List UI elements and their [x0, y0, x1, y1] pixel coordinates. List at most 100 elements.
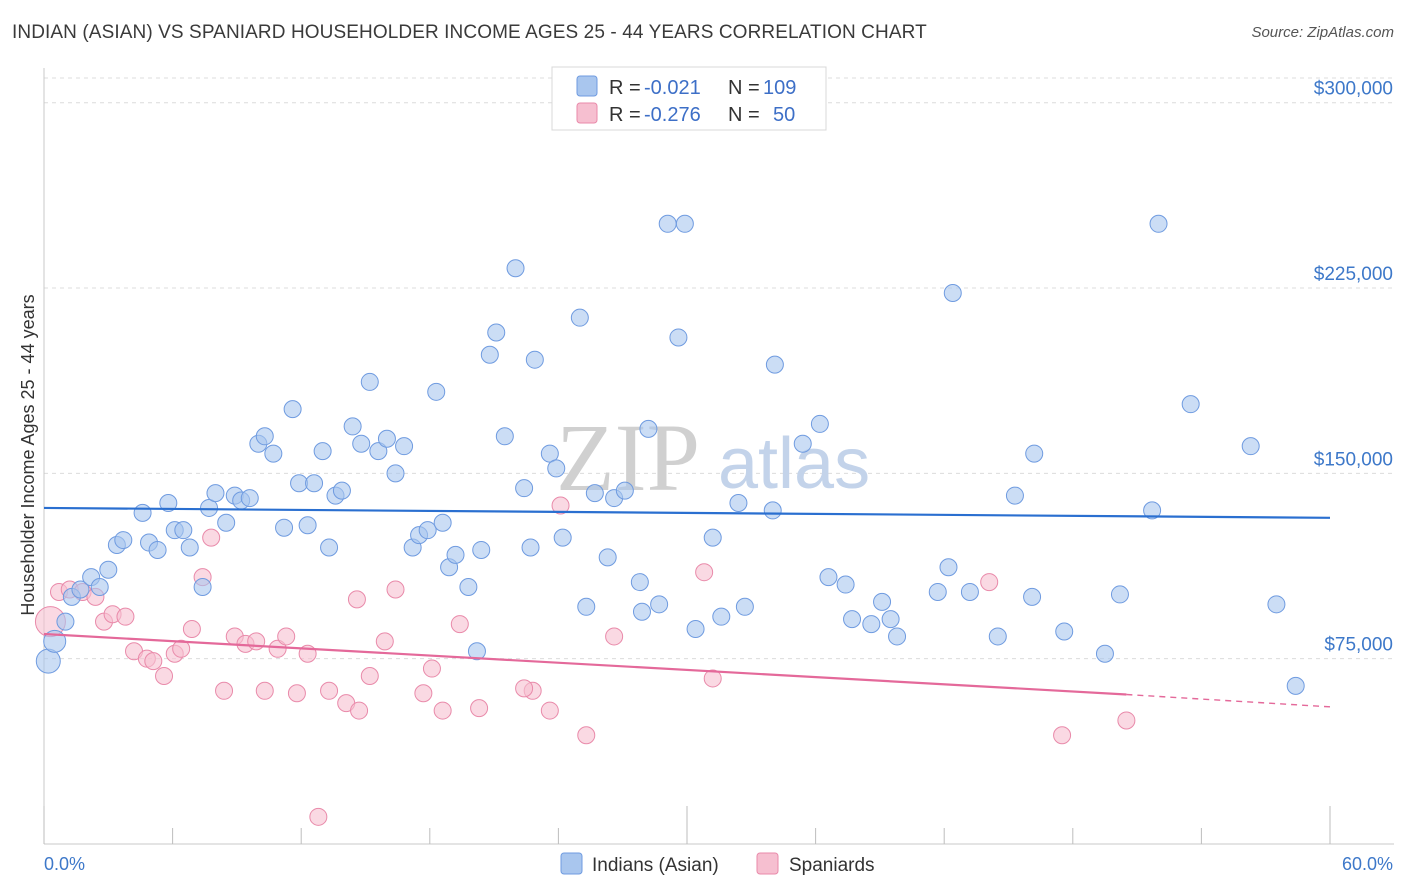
indian-point	[290, 474, 309, 493]
spaniard-point	[551, 496, 570, 515]
indian-point	[1025, 444, 1044, 463]
spaniard-point	[386, 580, 405, 599]
spaniards-points	[34, 496, 1136, 826]
y-tick-label: $150,000	[1314, 449, 1393, 470]
spaniard-point	[375, 632, 394, 651]
indian-point	[418, 521, 437, 540]
spaniard-point	[247, 632, 266, 651]
indian-point	[862, 615, 881, 634]
indian-point	[1055, 622, 1074, 641]
indian-point	[332, 481, 351, 500]
indian-point	[598, 548, 617, 567]
spaniard-point	[1117, 711, 1136, 730]
indian-point	[988, 627, 1007, 646]
indian-point	[1095, 644, 1114, 663]
legend-swatch-pink	[576, 102, 598, 124]
indian-point	[1149, 214, 1168, 233]
indian-point	[352, 434, 371, 453]
indian-point	[553, 528, 572, 547]
indian-point	[114, 531, 133, 550]
spaniard-point	[277, 627, 296, 646]
indian-point	[369, 442, 388, 461]
spaniard-point	[287, 684, 306, 703]
indian-point	[467, 642, 486, 661]
indian-point	[515, 479, 534, 498]
indian-point	[206, 484, 225, 503]
spaniard-point	[695, 563, 714, 582]
spaniard-point	[215, 681, 234, 700]
legend-n-label-2: N =	[728, 104, 760, 126]
legend-swatch-blue	[576, 75, 598, 97]
tick-labels: $75,000 $150,000 $225,000 $300,000 0.0% 60.0%	[44, 79, 1393, 874]
correlation-legend: R = -0.021 N = 109 R = -0.276 N = 50	[551, 66, 827, 131]
spaniard-point	[155, 666, 174, 685]
spaniard-point	[515, 679, 534, 698]
legend-r-label-2: R =	[609, 104, 641, 126]
indian-point	[343, 417, 362, 436]
spaniard-point	[605, 627, 624, 646]
spaniard-point	[470, 699, 489, 718]
watermark-atlas: atlas	[718, 424, 870, 504]
spaniard-point	[144, 652, 163, 671]
spaniard-point	[202, 528, 221, 547]
legend-n-value-1: 109	[763, 77, 796, 99]
indian-point	[487, 323, 506, 342]
indian-point	[255, 427, 274, 446]
indians-trend-line	[43, 506, 1331, 519]
indian-point	[264, 444, 283, 463]
spaniard-point	[309, 807, 328, 826]
indian-point	[888, 627, 907, 646]
indian-point	[159, 494, 178, 513]
spaniard-point	[980, 573, 999, 592]
spaniard-point	[320, 681, 339, 700]
indian-point	[459, 578, 478, 597]
legend-n-label-1: N =	[728, 77, 760, 99]
indian-point	[377, 429, 396, 448]
indian-point	[200, 498, 219, 517]
y-tick-label: $225,000	[1314, 264, 1393, 285]
indian-point	[148, 540, 167, 559]
indian-point	[658, 214, 677, 233]
indian-point	[873, 592, 892, 611]
spaniards-trend-line	[43, 632, 1127, 696]
indian-point	[615, 481, 634, 500]
indian-point	[650, 595, 669, 614]
indian-point	[960, 582, 979, 601]
spaniard-point	[577, 726, 596, 745]
indian-point	[99, 560, 118, 579]
indian-point	[174, 521, 193, 540]
spaniard-point	[540, 701, 559, 720]
indian-point	[525, 350, 544, 369]
indian-point	[836, 575, 855, 594]
spaniard-point	[450, 615, 469, 634]
indian-point	[686, 620, 705, 639]
spaniards-trend-extension	[1126, 693, 1331, 708]
series-legend: Indians (Asian) Spaniards	[560, 852, 875, 876]
indian-point	[570, 308, 589, 327]
spaniard-point	[1053, 726, 1072, 745]
indian-point	[472, 540, 491, 559]
spaniard-point	[268, 639, 287, 658]
x-tick-label-max: 60.0%	[1342, 854, 1393, 874]
indians-points	[35, 214, 1305, 695]
indian-point	[763, 501, 782, 520]
indian-point	[1143, 501, 1162, 520]
indian-point	[939, 558, 958, 577]
indian-point	[1241, 437, 1260, 456]
legend-r-value-1: -0.021	[644, 77, 701, 99]
legend-n-value-2: 50	[773, 104, 795, 126]
indian-point	[395, 437, 414, 456]
series-label-spaniards: Spaniards	[789, 855, 875, 876]
indian-point	[446, 545, 465, 564]
indian-point	[433, 513, 452, 532]
axes	[43, 68, 1394, 845]
indian-point	[193, 578, 212, 597]
chart-title: INDIAN (ASIAN) VS SPANIARD HOUSEHOLDER I…	[12, 22, 927, 43]
indian-point	[630, 573, 649, 592]
indian-point	[240, 489, 259, 508]
indian-point	[313, 442, 332, 461]
indian-point	[669, 328, 688, 347]
indian-point	[1286, 676, 1305, 695]
indian-point	[712, 607, 731, 626]
